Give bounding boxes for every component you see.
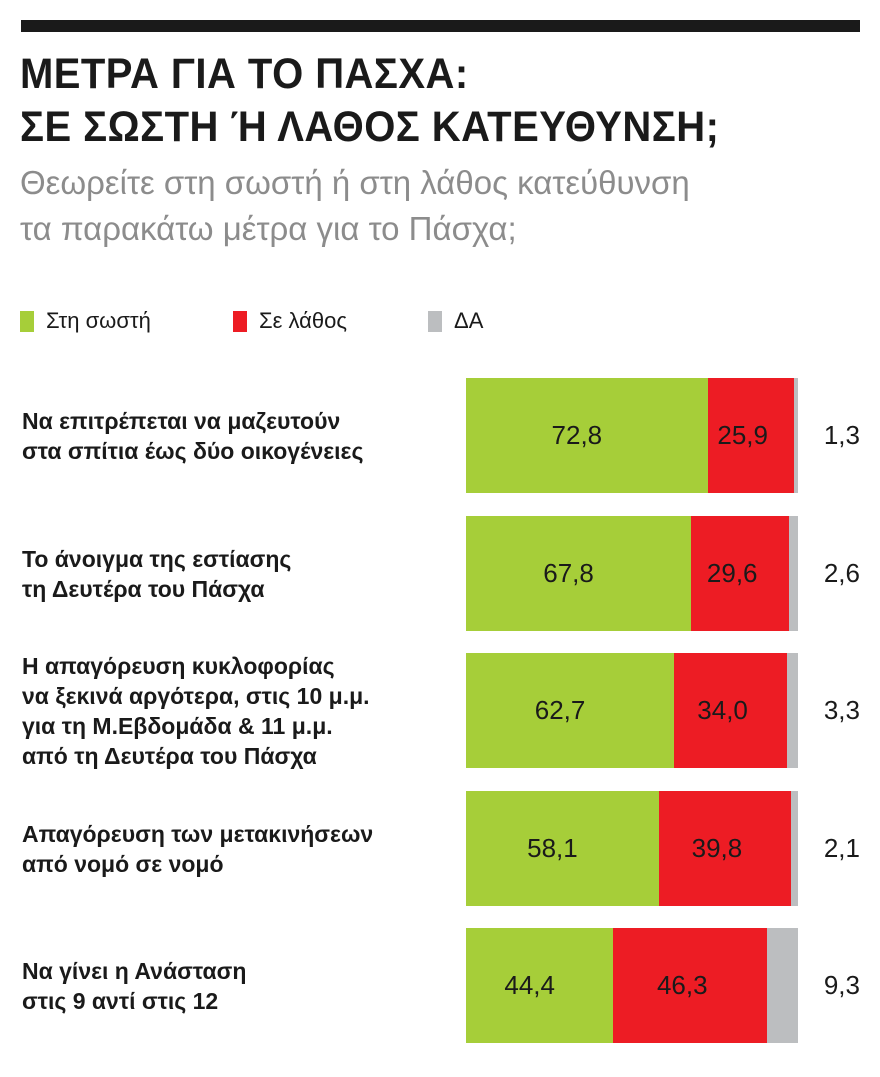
bar-segment-wrong	[674, 653, 788, 768]
data-label: 67,8	[543, 558, 594, 588]
data-label: 58,1	[527, 833, 578, 863]
category-label: Να γίνει η Ανάσταση στις 9 αντί στις 12	[22, 957, 247, 1014]
dk-value-label: 2,6	[823, 558, 860, 588]
bar-segment-dk	[793, 378, 798, 493]
stacked-bar: 58,1 39,8	[466, 791, 798, 906]
data-label: 46,3	[656, 970, 708, 1000]
bar-segment-dk	[767, 928, 798, 1043]
bar-segment-wrong	[658, 791, 792, 906]
bar-segment-dk	[787, 653, 798, 768]
bar-segment-correct	[466, 378, 708, 493]
bar-segment-dk	[789, 516, 798, 631]
title-line-2: ΣΕ ΣΩΣΤΗ Ή ΛΑΘΟΣ ΚΑΤΕΥΘΥΝΣΗ;	[20, 103, 720, 151]
bar-segment-correct	[466, 928, 614, 1043]
bar-segment-correct	[466, 516, 692, 631]
bar-segment-wrong	[707, 378, 794, 493]
legend-swatch	[428, 310, 442, 332]
bar-segment-correct	[466, 653, 675, 768]
legend-label: Στη σωστή	[46, 308, 151, 333]
bar-segment-dk	[791, 791, 798, 906]
bar-segment-correct	[466, 791, 659, 906]
subtitle-line-1: Θεωρείτε στη σωστή ή στη λάθος κατεύθυνσ…	[20, 164, 690, 201]
stacked-bar: 72,8 25,9	[466, 378, 798, 493]
chart-title: ΜΕΤΡΑ ΓΙΑ ΤΟ ΠΑΣΧΑ: ΣΕ ΣΩΣΤΗ Ή ΛΑΘΟΣ ΚΑΤ…	[20, 48, 719, 154]
title-line-1: ΜΕΤΡΑ ΓΙΑ ΤΟ ΠΑΣΧΑ:	[20, 50, 469, 98]
stacked-bar: 67,8 29,6	[466, 516, 798, 631]
data-label: 39,8	[691, 833, 743, 863]
data-label: 44,4	[504, 970, 555, 1000]
data-label: 25,9	[717, 420, 768, 450]
stacked-bar: 62,7 34,0	[466, 653, 798, 768]
dk-value-label: 1,3	[823, 420, 860, 450]
bar-segment-wrong	[613, 928, 768, 1043]
stacked-bar: 44,4 46,3	[466, 928, 798, 1043]
data-label: 29,6	[706, 558, 758, 588]
category-label: Να επιτρέπεται να μαζευτούν στα σπίτια έ…	[22, 407, 364, 464]
legend-swatch	[20, 310, 34, 332]
legend-label: ΔΑ	[454, 308, 484, 333]
legend-item-dk: ΔΑ	[428, 308, 483, 334]
data-label: 62,7	[534, 695, 586, 725]
subtitle-line-2: τα παρακάτω μέτρα για το Πάσχα;	[20, 210, 517, 247]
dk-value-label: 3,3	[823, 695, 860, 725]
legend-label: Σε λάθος	[259, 308, 347, 333]
legend-item-correct: Στη σωστή	[20, 308, 151, 334]
dk-value-label: 2,1	[823, 833, 860, 863]
legend-swatch	[233, 310, 247, 332]
category-label: Το άνοιγμα της εστίασης τη Δευτέρα του Π…	[22, 545, 292, 602]
category-label: Η απαγόρευση κυκλοφορίας να ξεκινά αργότ…	[22, 652, 370, 769]
top-rule	[21, 20, 860, 32]
data-label: 34,0	[697, 695, 748, 725]
dk-value-label: 9,3	[823, 970, 860, 1000]
legend-item-wrong: Σε λάθος	[233, 308, 347, 334]
data-label: 72,8	[551, 420, 603, 450]
bar-segment-wrong	[691, 516, 790, 631]
chart-subtitle: Θεωρείτε στη σωστή ή στη λάθος κατεύθυνσ…	[20, 160, 690, 252]
category-label: Απαγόρευση των μετακινήσεων από νομό σε …	[22, 820, 374, 877]
